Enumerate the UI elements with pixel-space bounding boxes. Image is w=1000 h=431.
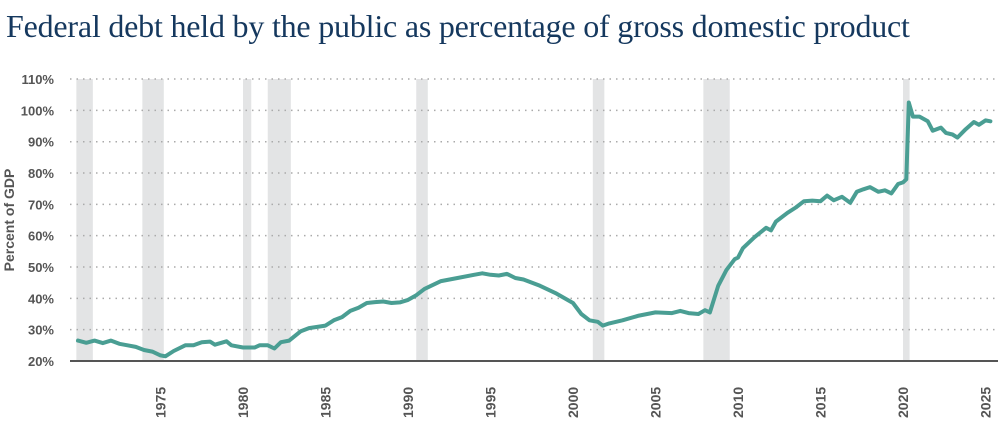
y-tick-label: 80% xyxy=(28,166,54,181)
recession-band xyxy=(416,79,428,361)
y-tick-label: 110% xyxy=(21,72,54,87)
y-axis-label: Percent of GDP xyxy=(1,169,17,272)
recession-band xyxy=(76,79,93,361)
y-tick-label: 60% xyxy=(28,229,54,244)
y-tick-label: 70% xyxy=(28,197,54,212)
chart-title: Federal debt held by the public as perce… xyxy=(6,8,910,44)
y-tick-label: 50% xyxy=(28,260,54,275)
y-tick-label: 20% xyxy=(28,354,54,369)
x-tick-label: 1985 xyxy=(318,387,334,418)
recession-band xyxy=(592,79,605,361)
x-tick-label: 1990 xyxy=(400,387,416,418)
y-tick-label: 30% xyxy=(28,323,54,338)
x-tick-label: 2025 xyxy=(978,387,994,418)
y-tick-label: 100% xyxy=(21,103,55,118)
x-tick-label: 2015 xyxy=(813,387,829,418)
recession-band xyxy=(703,79,730,361)
gridlines xyxy=(70,78,998,331)
y-axis-ticks: 20% 30% 40% 50% 60% 70% 80% 90% 100% 110% xyxy=(21,72,55,369)
x-tick-label: 2005 xyxy=(648,387,664,418)
x-tick-label: 1980 xyxy=(235,387,251,418)
y-tick-label: 90% xyxy=(28,135,54,150)
x-tick-label: 1995 xyxy=(483,387,499,418)
x-tick-label: 1975 xyxy=(153,387,169,418)
x-axis-ticks: 1975 1980 1985 1990 1995 2000 2005 2010 2015 2020… xyxy=(153,387,994,418)
x-tick-label: 2010 xyxy=(730,387,746,418)
recession-band xyxy=(267,79,291,361)
x-tick-label: 2020 xyxy=(895,387,911,418)
recession-bands xyxy=(76,79,910,361)
recession-band xyxy=(142,79,164,361)
recession-band xyxy=(243,79,252,361)
debt-series-line xyxy=(76,100,993,359)
x-tick-label: 2000 xyxy=(565,387,581,418)
y-tick-label: 40% xyxy=(28,291,54,306)
recession-band xyxy=(903,79,910,361)
